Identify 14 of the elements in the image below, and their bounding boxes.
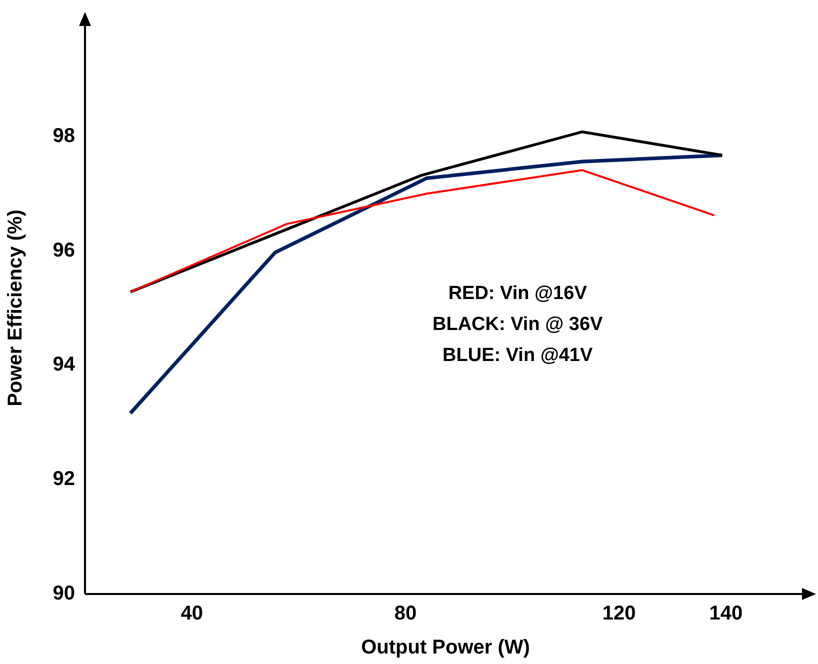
x-tick-label: 120 [602, 602, 636, 625]
annotation: RED: Vin @16V [448, 282, 588, 304]
y-tick-label: 94 [52, 354, 76, 376]
y-tick-label: 92 [52, 468, 75, 490]
y-axis-title: Power Efficiency (%) [4, 210, 27, 406]
x-tick-label: 40 [180, 602, 203, 625]
x-tick-label: 80 [394, 602, 417, 625]
x-tick-label: 140 [709, 602, 743, 625]
y-tick-label: 98 [52, 124, 75, 147]
annotation: BLUE: Vin @41V [442, 344, 594, 366]
annotation: BLACK: Vin @ 36V [432, 314, 604, 335]
y-tick-label: 96 [52, 239, 75, 262]
y-tick-label: 90 [52, 582, 75, 605]
x-axis-title: Output Power (W) [361, 636, 530, 659]
